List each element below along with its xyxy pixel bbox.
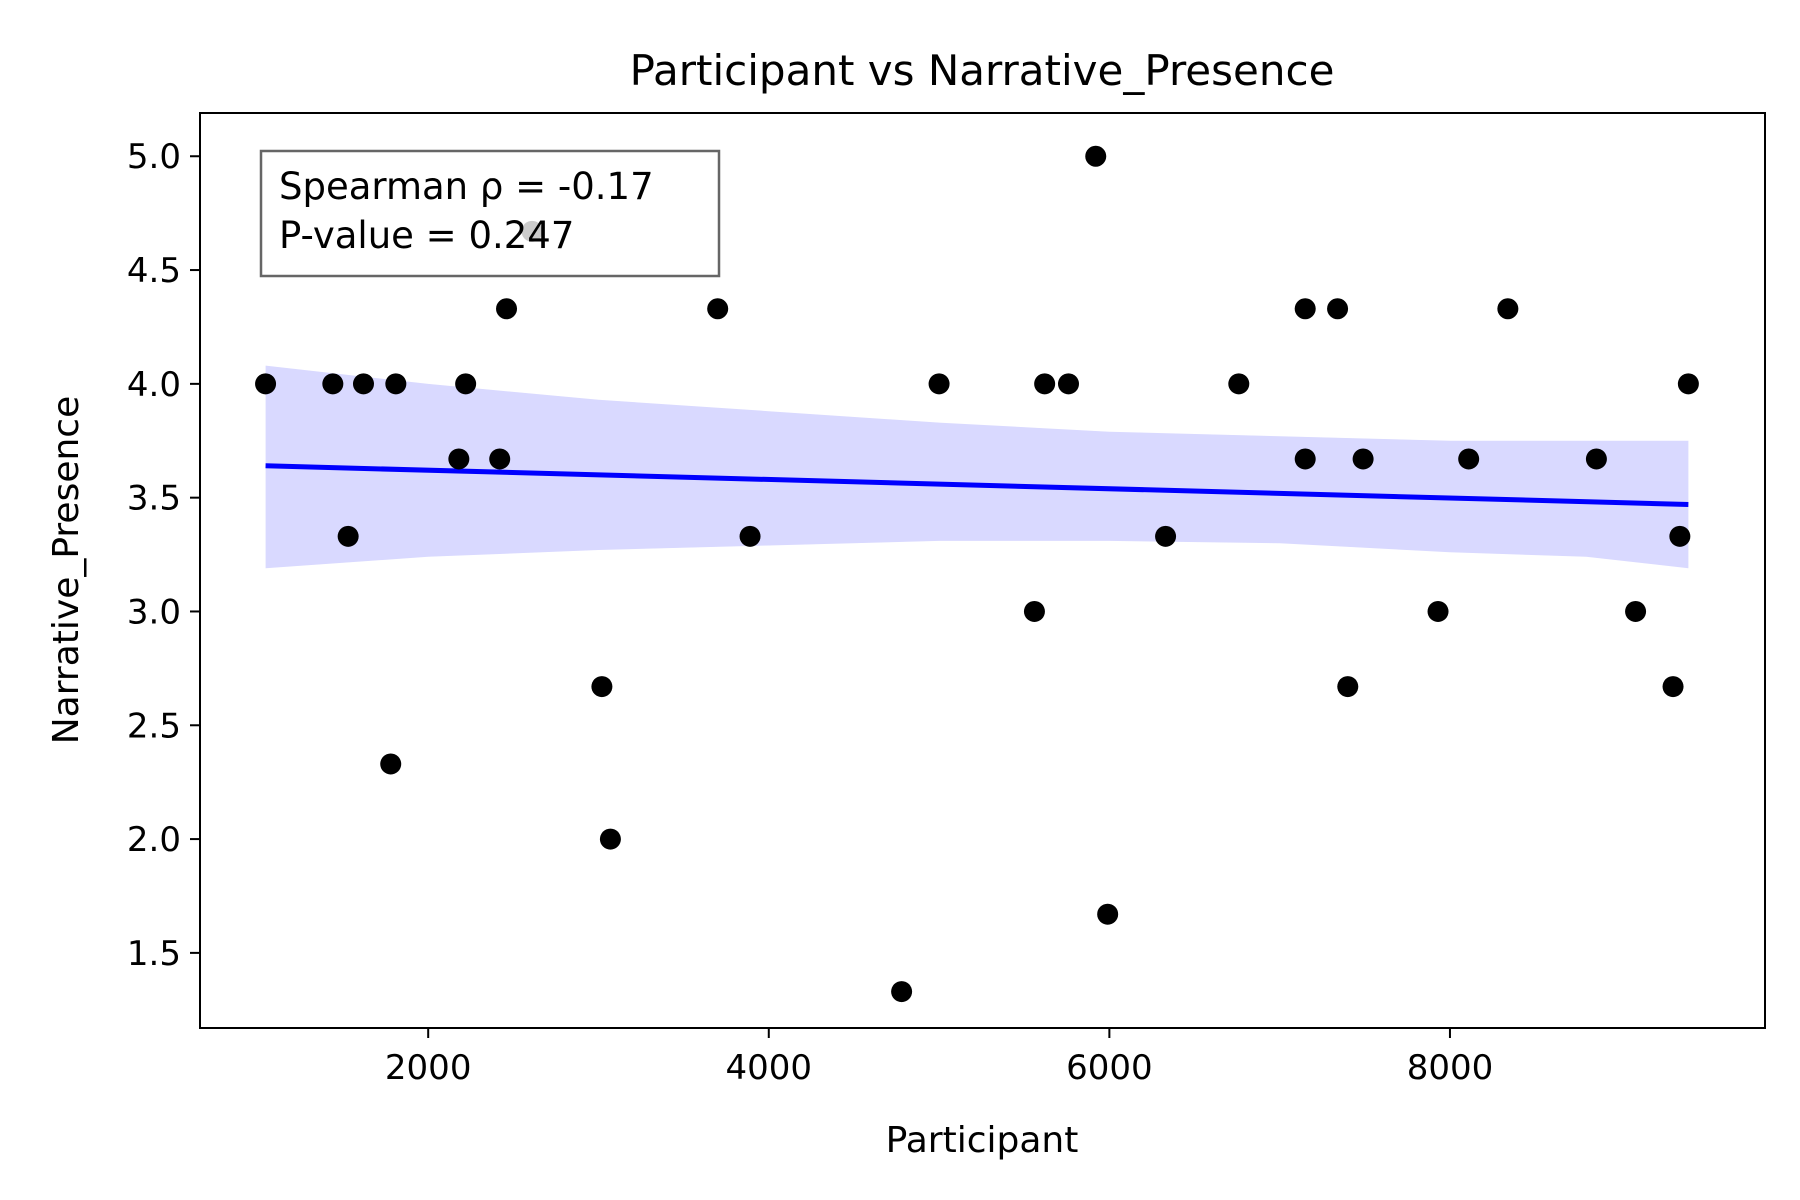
data-point — [1337, 676, 1359, 698]
data-point — [1669, 525, 1691, 547]
stats-annotation: Spearman ρ = -0.17 P-value = 0.247 — [259, 149, 721, 278]
y-tick-label: 2.5 — [127, 706, 181, 746]
data-point — [337, 525, 359, 547]
x-axis-label: Participant — [886, 1120, 1079, 1161]
data-point — [707, 298, 729, 320]
x-tick-label: 6000 — [1066, 1048, 1153, 1088]
data-point — [385, 373, 407, 395]
y-tick-label: 3.5 — [127, 479, 181, 519]
y-tick-label: 4.5 — [127, 251, 181, 291]
data-points-layer — [255, 145, 1699, 1003]
stats-annotation-line: Spearman ρ = -0.17 — [279, 165, 654, 208]
y-tick-label: 3.0 — [127, 592, 181, 632]
data-point — [891, 981, 913, 1003]
data-point — [1677, 373, 1699, 395]
data-point — [1228, 373, 1250, 395]
data-point — [739, 525, 761, 547]
confidence-band-layer — [265, 365, 1689, 569]
data-point — [591, 676, 613, 698]
x-tick-label: 4000 — [726, 1048, 813, 1088]
data-point — [1625, 600, 1647, 622]
data-point — [1458, 448, 1480, 470]
data-point — [448, 448, 470, 470]
data-point — [322, 373, 344, 395]
regression-line — [265, 463, 1689, 507]
data-point — [1057, 373, 1079, 395]
stats-annotation-line: P-value = 0.247 — [279, 214, 574, 257]
data-point — [1294, 298, 1316, 320]
regression-line-layer — [265, 463, 1689, 507]
y-tick-label: 1.5 — [127, 934, 181, 974]
x-tick-label: 8000 — [1407, 1048, 1494, 1088]
data-point — [1585, 448, 1607, 470]
data-point — [455, 373, 477, 395]
stats-annotation-frame — [259, 149, 721, 278]
data-point — [1294, 448, 1316, 470]
y-tick-label: 2.0 — [127, 820, 181, 860]
data-point — [1497, 298, 1519, 320]
data-point — [1155, 525, 1177, 547]
data-point — [1327, 298, 1349, 320]
data-point — [380, 753, 402, 775]
data-point — [928, 373, 950, 395]
data-point — [352, 373, 374, 395]
y-tick-label: 5.0 — [127, 137, 181, 177]
data-point — [1097, 903, 1119, 925]
data-point — [1034, 373, 1056, 395]
data-point — [255, 373, 277, 395]
y-tick-label: 4.0 — [127, 365, 181, 405]
chart-title: Participant vs Narrative_Presence — [630, 46, 1335, 95]
data-point — [1023, 600, 1045, 622]
data-point — [489, 448, 511, 470]
data-point — [1427, 600, 1449, 622]
data-point — [1352, 448, 1374, 470]
data-point — [1662, 676, 1684, 698]
x-axis: 2000 4000 6000 8000 — [385, 1028, 1493, 1088]
confidence-band — [265, 365, 1689, 569]
data-point — [1085, 145, 1107, 167]
x-tick-label: 2000 — [385, 1048, 472, 1088]
plot-frame — [199, 112, 1766, 1029]
data-point — [496, 298, 518, 320]
y-axis: 1.5 2.0 2.5 3.0 3.5 4.0 4.5 5.0 — [127, 137, 200, 974]
y-axis-label: Narrative_Presence — [46, 396, 87, 745]
data-point — [599, 828, 621, 850]
